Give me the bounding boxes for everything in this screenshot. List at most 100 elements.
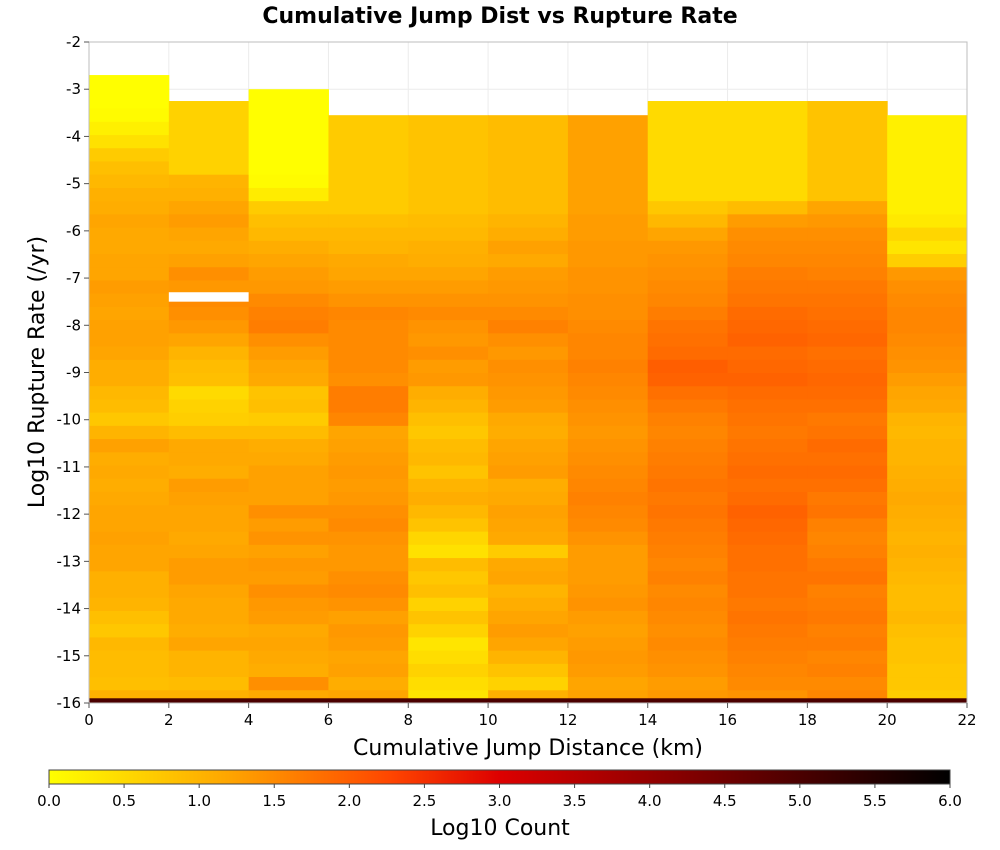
heatmap-cell bbox=[488, 306, 569, 321]
x-axis-ticks: 0 2 4 6 8 10 12 14 16 18 20 22 bbox=[84, 703, 977, 729]
heatmap-cell bbox=[887, 491, 968, 506]
heatmap-cell bbox=[807, 491, 888, 506]
heatmap-cell bbox=[168, 319, 250, 334]
heatmap-cell bbox=[807, 676, 888, 691]
heatmap-cell bbox=[168, 465, 250, 479]
heatmap-cell bbox=[727, 636, 808, 651]
y-tick-label: -15 bbox=[57, 647, 82, 665]
heatmap-cell bbox=[727, 213, 808, 228]
heatmap-cell bbox=[647, 293, 729, 307]
heatmap-cell bbox=[89, 108, 170, 122]
heatmap-cell bbox=[887, 346, 968, 360]
heatmap-cell bbox=[807, 650, 888, 664]
heatmap-cell bbox=[168, 689, 250, 699]
heatmap-cell bbox=[89, 332, 170, 347]
heatmap-cell bbox=[727, 491, 808, 506]
heatmap-cell bbox=[408, 293, 489, 307]
heatmap-cell bbox=[408, 517, 489, 532]
heatmap-cell bbox=[89, 676, 170, 691]
heatmap-cell bbox=[807, 253, 888, 268]
heatmap-cell bbox=[807, 689, 888, 699]
heatmap-cell bbox=[328, 293, 409, 307]
heatmap-cell bbox=[408, 266, 489, 281]
y-tick-label: -3 bbox=[66, 80, 81, 98]
heatmap-cell bbox=[567, 266, 649, 281]
heatmap-cell bbox=[168, 491, 250, 506]
heatmap-cell bbox=[168, 663, 250, 678]
heatmap-cell bbox=[328, 213, 409, 228]
heatmap-cell bbox=[89, 663, 170, 678]
heatmap-cell bbox=[807, 200, 888, 215]
heatmap-cell bbox=[408, 597, 489, 611]
heatmap-cell bbox=[89, 557, 170, 572]
heatmap-cell bbox=[647, 385, 729, 400]
heatmap-cell bbox=[328, 279, 409, 294]
heatmap-cell bbox=[408, 544, 489, 559]
heatmap-cell bbox=[567, 293, 649, 307]
heatmap-cell bbox=[807, 504, 888, 519]
colorbar-tick-label: 1.0 bbox=[187, 792, 211, 810]
heatmap-cell bbox=[727, 517, 808, 532]
x-tick-label: 8 bbox=[403, 711, 413, 729]
heatmap-cell bbox=[248, 89, 329, 175]
heatmap-cell bbox=[248, 557, 329, 572]
heatmap-cell bbox=[807, 517, 888, 532]
heatmap-cell bbox=[647, 359, 729, 373]
heatmap-cell bbox=[168, 650, 250, 664]
heatmap-cell bbox=[168, 253, 250, 268]
heatmap-cell bbox=[887, 557, 968, 572]
heatmap-cell bbox=[567, 531, 649, 545]
heatmap-cell bbox=[89, 174, 170, 188]
colorbar-tick-label: 6.0 bbox=[938, 792, 962, 810]
heatmap-cell bbox=[647, 689, 729, 699]
heatmap-cell bbox=[408, 319, 489, 334]
heatmap-cell bbox=[328, 531, 409, 545]
heatmap-cell bbox=[89, 451, 170, 466]
heatmap-cell bbox=[89, 491, 170, 506]
heatmap-cell bbox=[248, 359, 329, 373]
heatmap-cell bbox=[488, 227, 569, 241]
heatmap-cell bbox=[488, 385, 569, 400]
heatmap-cell bbox=[887, 517, 968, 532]
heatmap-cell bbox=[328, 478, 409, 492]
heatmap-cell bbox=[647, 253, 729, 268]
heatmap-cell bbox=[647, 398, 729, 413]
heatmap-cell bbox=[408, 676, 489, 691]
y-tick-label: -13 bbox=[57, 552, 82, 570]
heatmap-cell bbox=[647, 676, 729, 691]
heatmap-cells bbox=[89, 75, 968, 703]
heatmap-cell bbox=[89, 425, 170, 440]
heatmap-cell bbox=[488, 557, 569, 572]
heatmap-cell bbox=[248, 610, 329, 625]
heatmap-cell bbox=[168, 438, 250, 453]
heatmap-cell bbox=[727, 478, 808, 492]
heatmap-cell bbox=[168, 372, 250, 387]
heatmap-cell bbox=[647, 101, 729, 202]
heatmap-cell bbox=[328, 412, 409, 426]
heatmap-cell bbox=[807, 319, 888, 334]
heatmap-cell bbox=[168, 517, 250, 532]
heatmap-cell bbox=[168, 557, 250, 572]
heatmap-cell bbox=[328, 359, 409, 373]
heatmap-cell bbox=[248, 306, 329, 321]
heatmap-cell bbox=[647, 372, 729, 387]
heatmap-cell bbox=[727, 663, 808, 678]
heatmap-cell bbox=[408, 689, 489, 699]
heatmap-cell bbox=[567, 570, 649, 585]
heatmap-cell bbox=[488, 491, 569, 506]
heatmap-cell bbox=[328, 663, 409, 678]
heatmap-cell bbox=[248, 650, 329, 664]
heatmap-cell bbox=[328, 517, 409, 532]
heatmap-cell bbox=[567, 491, 649, 506]
heatmap-cell bbox=[168, 385, 250, 400]
heatmap-cell bbox=[807, 101, 888, 202]
colorbar-tick-label: 2.5 bbox=[412, 792, 436, 810]
heatmap-cell bbox=[567, 663, 649, 678]
heatmap-cell bbox=[807, 372, 888, 387]
heatmap-cell bbox=[248, 425, 329, 440]
heatmap-cell bbox=[408, 398, 489, 413]
heatmap-cell bbox=[807, 610, 888, 625]
heatmap-cell bbox=[328, 676, 409, 691]
heatmap-cell bbox=[328, 385, 409, 400]
